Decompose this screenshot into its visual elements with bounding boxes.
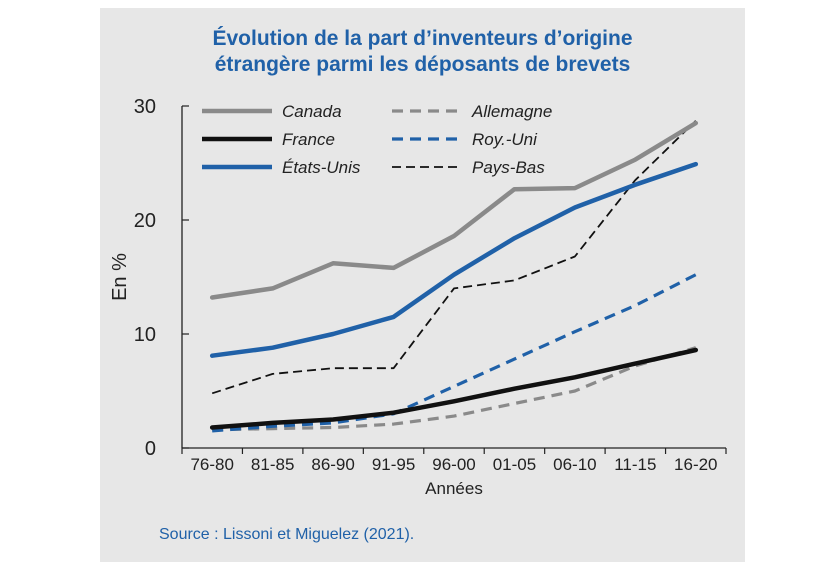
x-tick-label: 91-95 — [372, 455, 415, 474]
line-chart: 0 10 20 30 76-80 81-85 86-90 91-95 96-00 01-05 06-… — [109, 96, 727, 498]
series-line-france — [209, 347, 699, 430]
series-line-allemagne — [212, 346, 697, 432]
y-tick-label: 20 — [134, 210, 156, 232]
chart-panel: Évolution de la part d’inventeurs d’orig… — [100, 8, 745, 562]
legend-label-allemagne: Allemagne — [471, 102, 552, 121]
x-tick-label: 81-85 — [251, 455, 294, 474]
legend-label-pays-bas: Pays-Bas — [472, 158, 545, 177]
x-tick-label: 11-15 — [614, 455, 656, 474]
y-tick-label: 30 — [134, 96, 156, 118]
x-axis-title: Années — [425, 479, 483, 498]
x-tick-label: 01-05 — [493, 455, 536, 474]
legend-label-canada: Canada — [282, 102, 342, 121]
chart-title-line-2: étrangère parmi les déposants de brevets — [214, 53, 631, 76]
legend-label-france: France — [282, 130, 335, 149]
x-tick-label: 96-00 — [432, 455, 475, 474]
series-line-pays-bas — [211, 120, 697, 395]
x-tick-label: 06-10 — [553, 455, 596, 474]
series-line-roy-uni — [212, 273, 697, 433]
legend-label-etats-unis: États-Unis — [282, 158, 361, 177]
series-line-etats-unis — [209, 161, 699, 358]
chart-title-line-1: Évolution de la part d’inventeurs d’orig… — [212, 27, 633, 50]
chart-title: Évolution de la part d’inventeurs d’orig… — [100, 26, 745, 78]
y-tick-label: 10 — [134, 324, 156, 346]
y-tick-label: 0 — [145, 438, 156, 460]
legend-label-roy-uni: Roy.-Uni — [472, 130, 538, 149]
x-tick-label: 16-20 — [674, 455, 717, 474]
source-note: Source : Lissoni et Miguelez (2021). — [159, 526, 415, 543]
series-line-canada — [209, 120, 699, 300]
x-tick-label: 86-90 — [311, 455, 354, 474]
y-axis-title: En % — [109, 253, 131, 301]
x-tick-label: 76-80 — [190, 455, 233, 474]
